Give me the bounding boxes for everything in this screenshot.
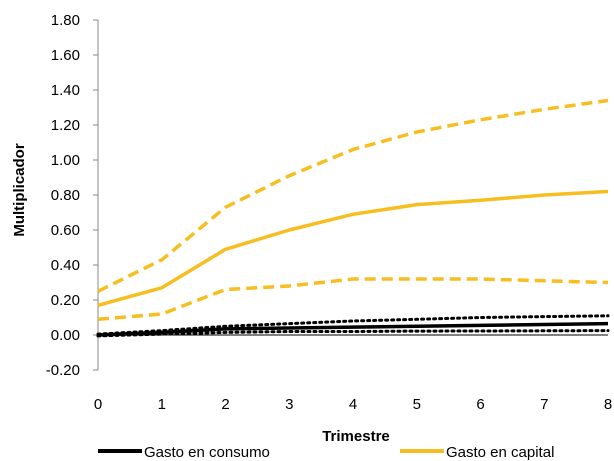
y-tick-label: 0.80	[51, 187, 80, 204]
legend: Gasto en consumo Gasto en capital	[98, 444, 554, 461]
x-tick-label: 6	[476, 396, 484, 413]
legend-item-capital: Gasto en capital	[400, 444, 554, 461]
consumo-lower-band-line	[96, 329, 610, 338]
series-layer	[96, 98, 610, 338]
y-tick-label: 0.40	[51, 257, 80, 274]
y-axis-ticks: 1.80 1.60 1.40 1.20 1.00 0.80 0.60 0.40 0.20 0.00…	[46, 12, 98, 379]
x-axis-title: Trimestre	[322, 428, 390, 445]
x-tick-label: 4	[349, 396, 357, 413]
y-tick-label: 1.20	[51, 117, 80, 134]
legend-item-consumo: Gasto en consumo	[98, 444, 270, 461]
legend-label-capital: Gasto en capital	[446, 444, 554, 461]
y-tick-label: 0.00	[51, 327, 80, 344]
y-tick-label: 1.00	[51, 152, 80, 169]
capital-lower-band-line	[97, 277, 609, 322]
consumo-upper-band-line	[96, 314, 610, 336]
y-tick-label: -0.20	[46, 362, 80, 379]
capital-estimate-line	[97, 189, 609, 307]
y-axis-title: Multiplicador	[11, 143, 28, 236]
x-tick-label: 1	[158, 396, 166, 413]
consumo-estimate-line	[97, 321, 609, 337]
x-tick-label: 5	[413, 396, 421, 413]
y-tick-label: 1.40	[51, 82, 80, 99]
x-tick-label: 8	[604, 396, 612, 413]
legend-label-consumo: Gasto en consumo	[144, 444, 270, 461]
x-tick-label: 3	[285, 396, 293, 413]
y-tick-label: 1.80	[51, 12, 80, 29]
y-tick-label: 0.60	[51, 222, 80, 239]
x-tick-label: 2	[221, 396, 229, 413]
y-tick-label: 1.60	[51, 47, 80, 64]
x-axis-ticks: 0 1 2 3 4 5 6 7 8	[94, 396, 612, 413]
x-tick-label: 7	[540, 396, 548, 413]
x-tick-label: 0	[94, 396, 102, 413]
capital-upper-band-line	[97, 98, 609, 293]
y-tick-label: 0.20	[51, 292, 80, 309]
